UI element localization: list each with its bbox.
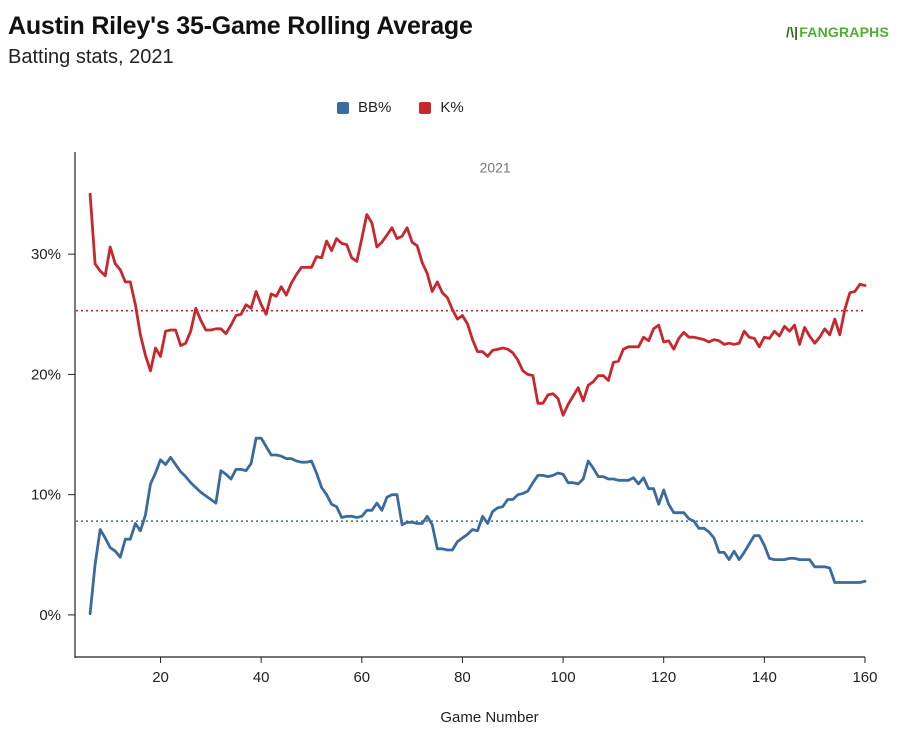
- legend-item-k[interactable]: K%: [419, 99, 464, 116]
- legend-swatch-k: [419, 101, 432, 114]
- legend-label-bb: BB%: [358, 99, 392, 116]
- legend-swatch-bb: [337, 101, 349, 114]
- logo-text: FANGRAPHS: [799, 24, 889, 40]
- series-line-bb: [88, 436, 867, 616]
- chart-subtitle: Batting stats, 2021: [8, 46, 174, 68]
- y-tick-label: 20%: [31, 366, 61, 383]
- season-annotation: 2021: [480, 159, 511, 175]
- chart-title: Austin Riley's 35-Game Rolling Average: [8, 12, 473, 40]
- y-tick-label: 0%: [39, 607, 61, 624]
- legend-item-bb[interactable]: BB%: [337, 99, 391, 116]
- legend-label-k: K%: [440, 99, 464, 116]
- y-tick-label: 10%: [31, 487, 61, 504]
- x-tick-label: 140: [752, 669, 777, 686]
- chart-legend: BB% K%: [337, 99, 464, 116]
- x-tick-label: 80: [454, 669, 471, 686]
- x-tick-label: 160: [852, 669, 877, 686]
- x-tick-label: 100: [551, 669, 576, 686]
- series-line-k: [88, 192, 867, 417]
- x-axis-title: Game Number: [440, 709, 539, 726]
- x-tick-label: 20: [152, 669, 169, 686]
- x-tick-label: 60: [353, 669, 370, 686]
- x-tick-label: 120: [651, 669, 676, 686]
- y-tick-label: 30%: [31, 246, 61, 263]
- fangraphs-logo[interactable]: /\|FANGRAPHS: [786, 24, 889, 40]
- logo-mark-icon: /\|: [786, 24, 799, 40]
- x-tick-label: 40: [253, 669, 270, 686]
